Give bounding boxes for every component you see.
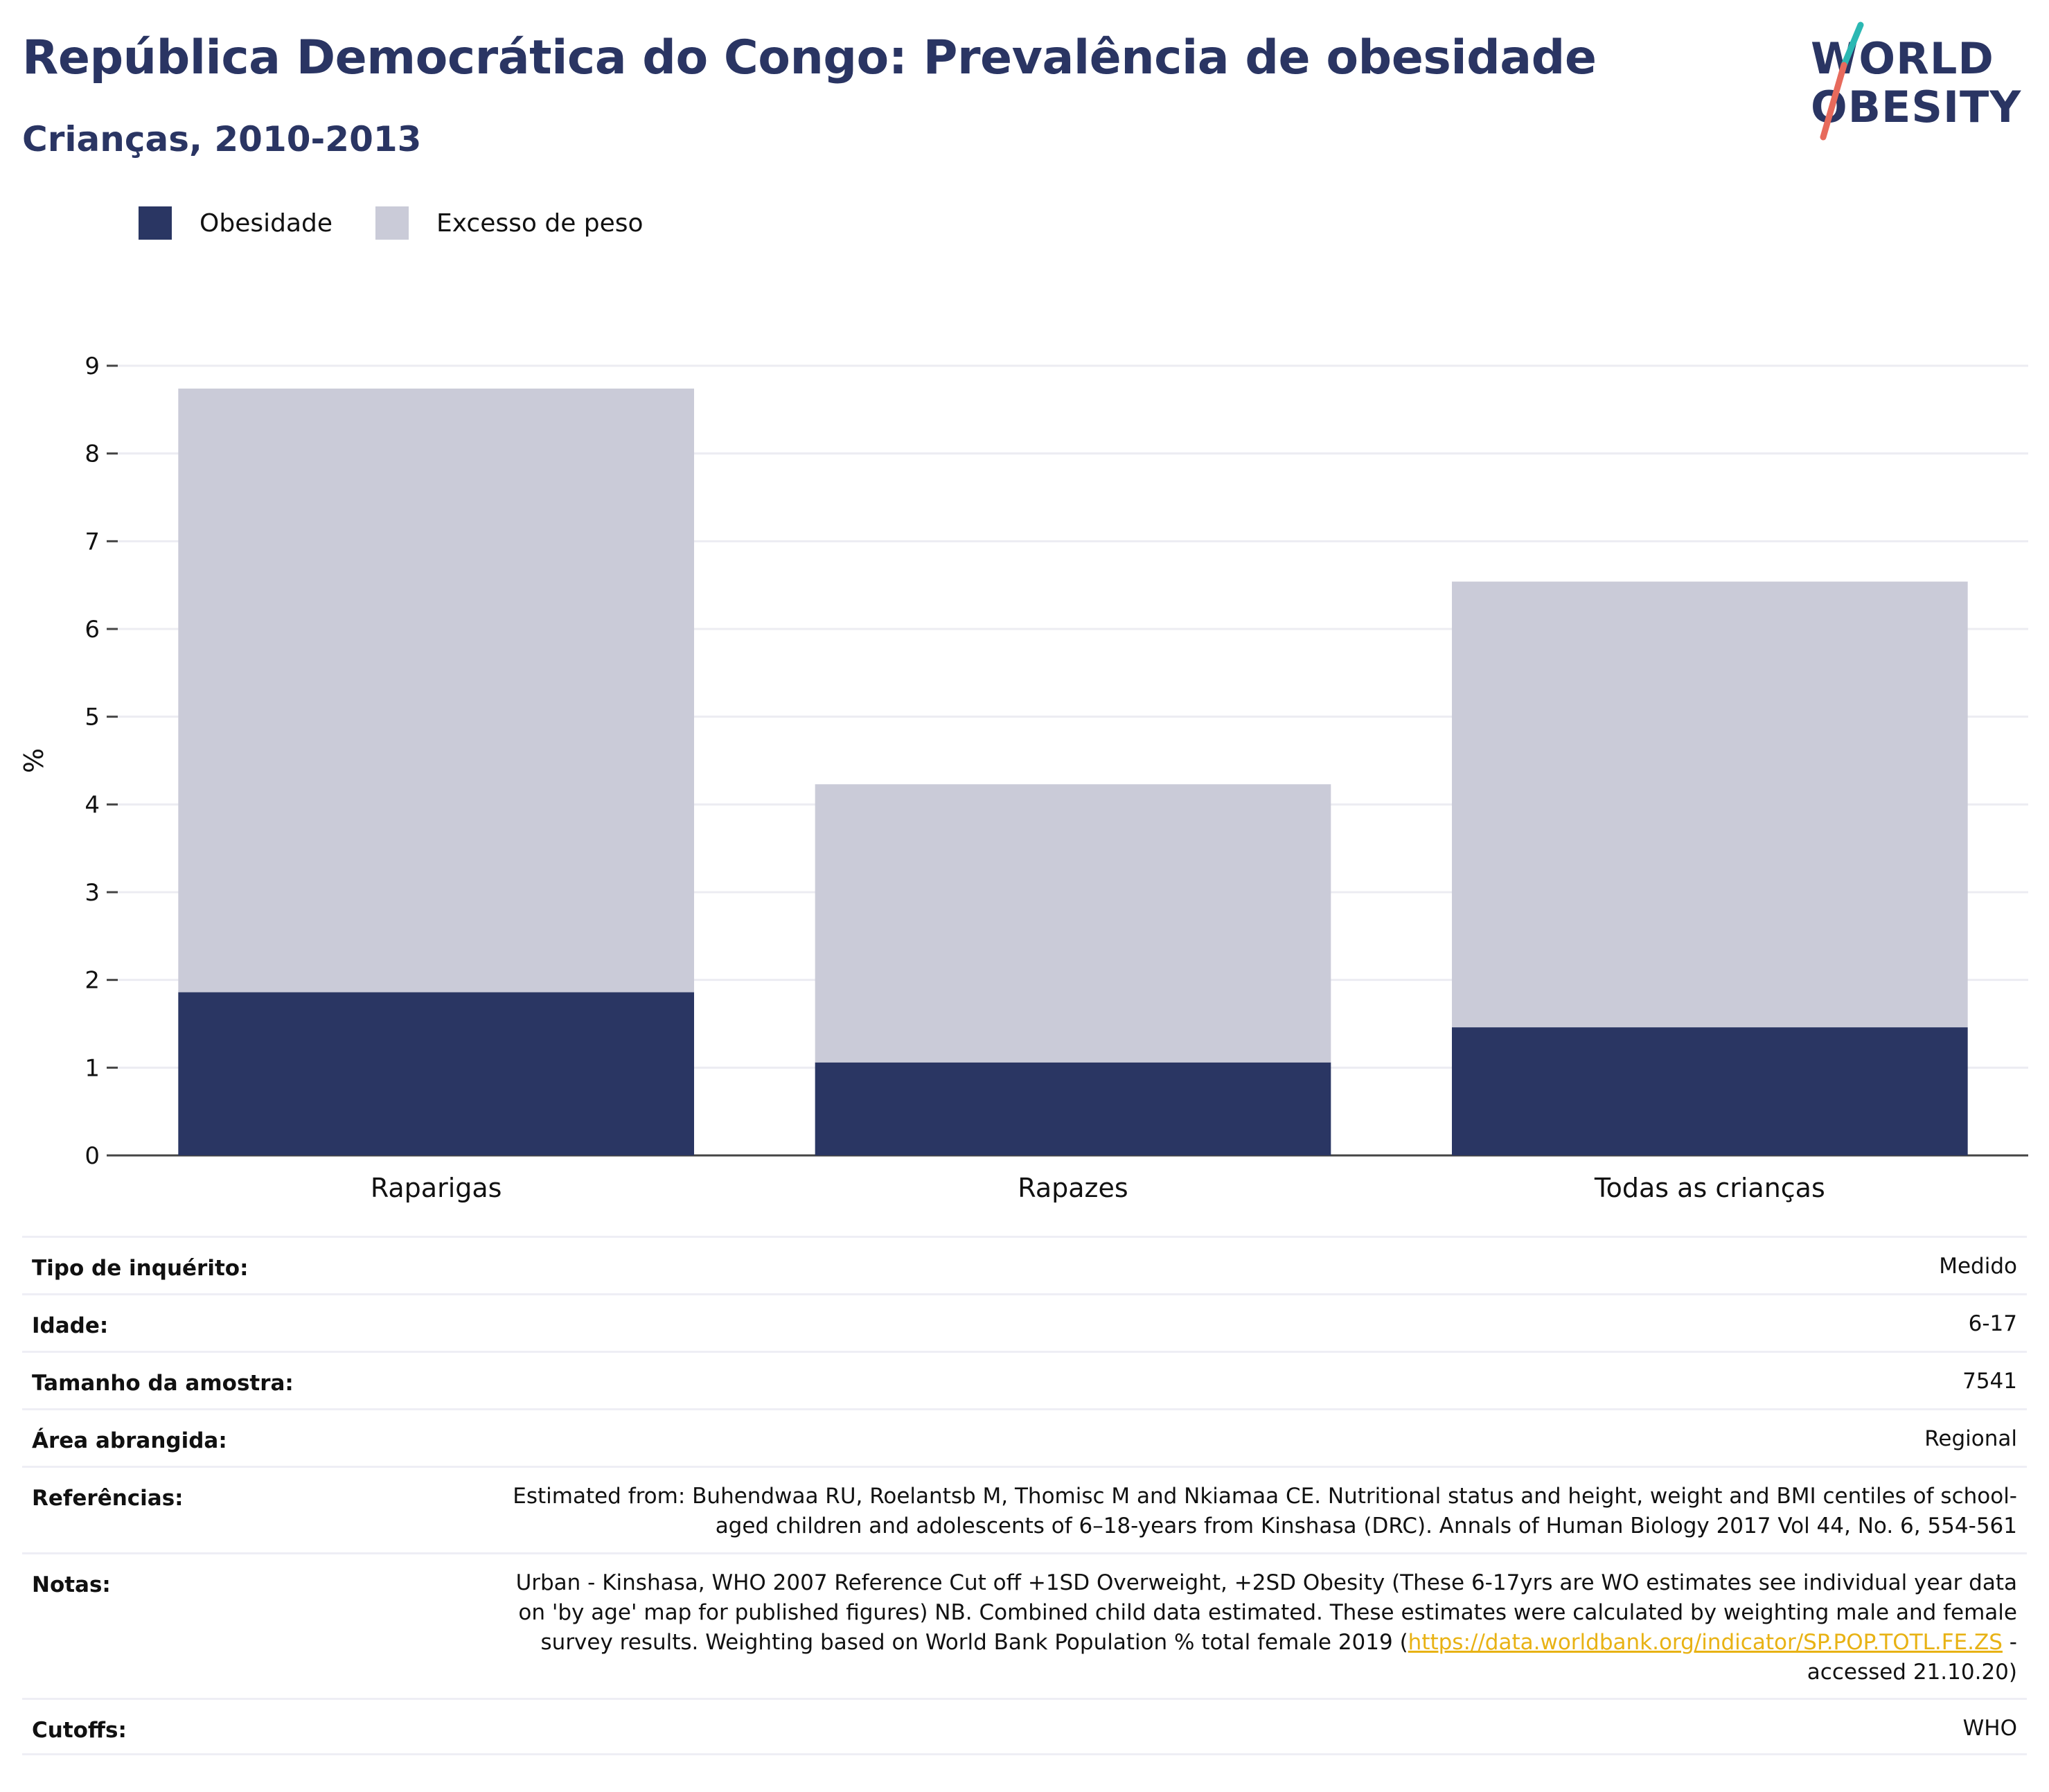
chart-title: República Democrática do Congo: Prevalên… — [22, 30, 1597, 85]
bar-obesity-1[interactable] — [815, 1062, 1331, 1155]
logo-slash-icon — [1820, 21, 1864, 141]
details-value: Medido — [1939, 1254, 2017, 1279]
legend-label-overweight: Excesso de peso — [436, 209, 644, 238]
legend-swatch-overweight — [375, 206, 409, 240]
y-tick-label: 5 — [85, 704, 100, 731]
details-row-age: Idade: 6-17 — [22, 1293, 2027, 1351]
details-row-cutoffs: Cutoffs: WHO — [22, 1698, 2027, 1755]
details-row-survey-type: Tipo de inquérito: Medido — [22, 1236, 2027, 1293]
bar-overweight-2[interactable] — [1452, 581, 1968, 1028]
legend-item-obesity[interactable]: Obesidade — [139, 206, 332, 240]
details-value: Regional — [1924, 1426, 2017, 1451]
bar-obesity-0[interactable] — [178, 992, 694, 1155]
chart-legend: Obesidade Excesso de peso — [139, 206, 686, 240]
details-row-references: Referências: Estimated from: Buhendwaa R… — [22, 1466, 2027, 1552]
x-tick-label: Rapazes — [1018, 1173, 1128, 1203]
notes-text: Urban - Kinshasa, WHO 2007 Reference Cut… — [515, 1570, 2017, 1655]
bar-overweight-1[interactable] — [815, 784, 1331, 1063]
details-row-area: Área abrangida: Regional — [22, 1408, 2027, 1466]
details-value: WHO — [1962, 1716, 2017, 1741]
details-value: 6-17 — [1968, 1311, 2017, 1336]
details-label: Área abrangida: — [32, 1428, 227, 1453]
details-label: Referências: — [32, 1486, 184, 1511]
details-label: Tamanho da amostra: — [32, 1371, 294, 1396]
world-obesity-logo: WORLD OBESITY — [1808, 19, 2037, 151]
y-tick-label: 1 — [85, 1054, 100, 1082]
x-tick-label: Todas as crianças — [1594, 1173, 1825, 1203]
y-axis-ticks: 0 1 2 3 4 5 6 7 8 9 — [85, 353, 118, 1170]
y-tick-label: 2 — [85, 967, 100, 995]
worldbank-link[interactable]: https://data.worldbank.org/indicator/SP.… — [1408, 1630, 2003, 1655]
y-tick-label: 9 — [85, 353, 100, 380]
legend-item-overweight[interactable]: Excesso de peso — [375, 206, 644, 240]
x-tick-label: Raparigas — [371, 1173, 502, 1203]
bar-overweight-0[interactable] — [178, 388, 694, 993]
bars — [178, 388, 1968, 1155]
x-axis-labels: Raparigas Rapazes Todas as crianças — [371, 1173, 1825, 1203]
details-label: Tipo de inquérito: — [32, 1256, 249, 1281]
y-tick-label: 8 — [85, 441, 100, 468]
y-axis-label: % — [19, 748, 49, 773]
details-value: Urban - Kinshasa, WHO 2007 Reference Cut… — [507, 1568, 2017, 1687]
survey-details-table: Tipo de inquérito: Medido Idade: 6-17 Ta… — [22, 1236, 2027, 1755]
y-tick-label: 7 — [85, 528, 100, 556]
legend-swatch-obesity — [139, 206, 172, 240]
y-tick-label: 6 — [85, 616, 100, 644]
logo-line-2: OBESITY — [1811, 82, 2022, 132]
y-tick-label: 4 — [85, 791, 100, 819]
y-tick-label: 3 — [85, 879, 100, 907]
details-value: 7541 — [1962, 1369, 2017, 1394]
y-tick-label: 0 — [85, 1142, 100, 1170]
chart-subtitle: Crianças, 2010-2013 — [22, 119, 422, 159]
notes-suffix: - accessed 21.10.20) — [1807, 1630, 2017, 1685]
details-label: Notas: — [32, 1572, 111, 1597]
details-label: Cutoffs: — [32, 1718, 127, 1743]
details-row-notes: Notas: Urban - Kinshasa, WHO 2007 Refere… — [22, 1552, 2027, 1698]
details-label: Idade: — [32, 1313, 109, 1338]
bar-obesity-2[interactable] — [1452, 1027, 1968, 1155]
details-row-sample-size: Tamanho da amostra: 7541 — [22, 1351, 2027, 1408]
details-value: Estimated from: Buhendwaa RU, Roelantsb … — [513, 1484, 2017, 1538]
legend-label-obesity: Obesidade — [199, 209, 333, 238]
stacked-bar-chart: 0 1 2 3 4 5 6 7 8 9 Raparigas Rapazes Todas as cria… — [19, 353, 2028, 1203]
